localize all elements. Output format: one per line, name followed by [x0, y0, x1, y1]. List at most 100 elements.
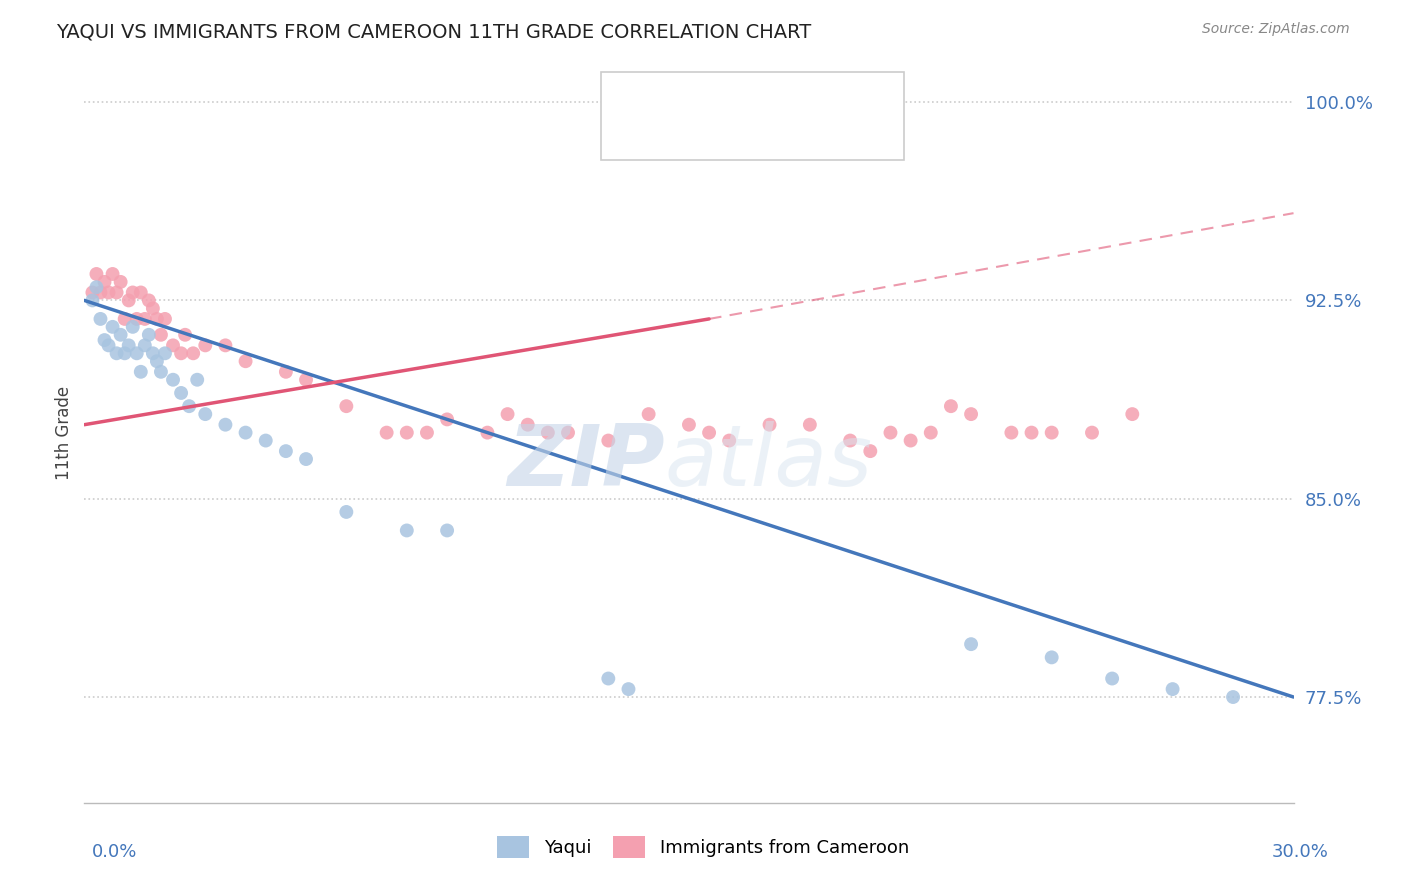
Point [194, 407, 217, 421]
Point [274, 365, 297, 379]
Point [678, 417, 700, 432]
Point [153, 312, 176, 326]
Point [235, 354, 257, 368]
Point [436, 524, 458, 538]
Text: atlas: atlas [665, 421, 873, 504]
Point [134, 338, 156, 352]
Text: R = -0.349   N = 39: R = -0.349 N = 39 [654, 87, 827, 102]
Point [1161, 682, 1184, 697]
Point [142, 346, 165, 360]
Point [375, 425, 398, 440]
Point [162, 338, 184, 352]
Point [110, 327, 132, 342]
Point [93, 333, 115, 347]
Point [537, 425, 560, 440]
Point [134, 312, 156, 326]
Point [170, 346, 193, 360]
Text: 30.0%: 30.0% [1272, 843, 1329, 861]
Point [214, 338, 236, 352]
Point [125, 346, 148, 360]
Point [181, 346, 204, 360]
Point [335, 505, 357, 519]
Point [516, 417, 538, 432]
Point [960, 637, 983, 651]
Point [174, 327, 197, 342]
Point [125, 312, 148, 326]
Point [598, 672, 620, 686]
Text: Source: ZipAtlas.com: Source: ZipAtlas.com [1202, 22, 1350, 37]
Point [859, 444, 882, 458]
Point [97, 285, 120, 300]
Point [149, 327, 172, 342]
Point [129, 285, 152, 300]
Point [617, 682, 640, 697]
Point [598, 434, 620, 448]
Point [1000, 425, 1022, 440]
Point [101, 267, 124, 281]
Point [170, 386, 193, 401]
Point [254, 434, 277, 448]
Point [110, 275, 132, 289]
Point [129, 365, 152, 379]
Point [153, 346, 176, 360]
Point [114, 312, 136, 326]
Point [105, 346, 128, 360]
Point [97, 338, 120, 352]
Point [118, 293, 141, 308]
Point [86, 280, 108, 294]
Point [1121, 407, 1143, 421]
Text: YAQUI VS IMMIGRANTS FROM CAMEROON 11TH GRADE CORRELATION CHART: YAQUI VS IMMIGRANTS FROM CAMEROON 11TH G… [56, 22, 811, 41]
Point [114, 346, 136, 360]
Point [86, 267, 108, 281]
Text: R =  0.182   N = 57: R = 0.182 N = 57 [654, 130, 827, 145]
Point [138, 327, 160, 342]
Point [879, 425, 901, 440]
Point [121, 285, 143, 300]
Text: ZIP: ZIP [508, 421, 665, 504]
Point [1040, 425, 1063, 440]
Point [89, 312, 111, 326]
Text: 0.0%: 0.0% [91, 843, 136, 861]
Bar [610, 80, 641, 109]
Point [718, 434, 741, 448]
Point [105, 285, 128, 300]
Point [960, 407, 983, 421]
Point [186, 373, 208, 387]
Point [179, 399, 201, 413]
Point [146, 312, 169, 326]
Point [416, 425, 439, 440]
Point [1222, 690, 1244, 704]
Point [395, 524, 418, 538]
Point [214, 417, 236, 432]
Bar [610, 123, 641, 152]
Point [436, 412, 458, 426]
Point [758, 417, 780, 432]
Point [146, 354, 169, 368]
Point [82, 285, 104, 300]
Point [920, 425, 942, 440]
Point [496, 407, 519, 421]
Point [939, 399, 962, 413]
Legend: Yaqui, Immigrants from Cameroon: Yaqui, Immigrants from Cameroon [489, 829, 917, 865]
Point [101, 319, 124, 334]
Point [395, 425, 418, 440]
Point [89, 285, 111, 300]
Point [697, 425, 720, 440]
Point [637, 407, 659, 421]
Point [1040, 650, 1063, 665]
FancyBboxPatch shape [600, 72, 904, 160]
Point [839, 434, 862, 448]
Point [1081, 425, 1104, 440]
Point [295, 373, 318, 387]
Point [799, 417, 821, 432]
Point [162, 373, 184, 387]
Point [477, 425, 499, 440]
Point [274, 444, 297, 458]
Point [235, 425, 257, 440]
Point [149, 365, 172, 379]
Point [335, 399, 357, 413]
Point [93, 275, 115, 289]
Point [295, 452, 318, 467]
Point [1021, 425, 1043, 440]
Point [118, 338, 141, 352]
